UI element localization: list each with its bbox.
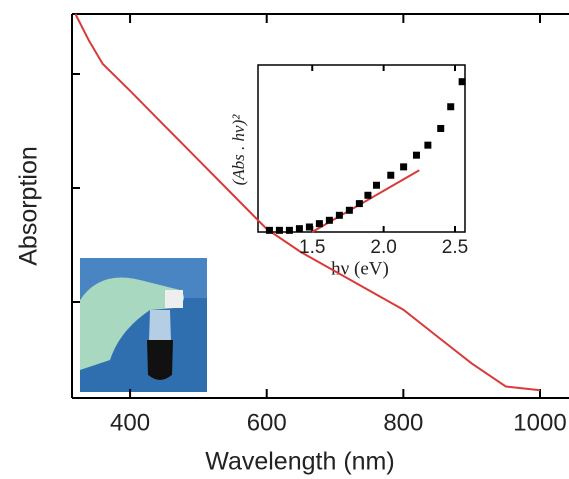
photo bbox=[80, 258, 207, 392]
point bbox=[265, 226, 273, 234]
point bbox=[372, 181, 380, 189]
point bbox=[364, 191, 372, 199]
point bbox=[335, 211, 343, 219]
point bbox=[285, 226, 293, 234]
x-tick-label: 600 bbox=[247, 409, 287, 436]
point bbox=[387, 171, 395, 179]
point bbox=[437, 124, 445, 132]
x-tick-label: 2.0 bbox=[370, 237, 396, 258]
x-tick-label: 400 bbox=[110, 409, 150, 436]
point bbox=[305, 223, 313, 231]
curve bbox=[74, 13, 541, 392]
point bbox=[447, 103, 455, 111]
point bbox=[412, 151, 420, 159]
y-axis-label: Absorption bbox=[15, 146, 43, 266]
inset-frame bbox=[257, 64, 466, 233]
point bbox=[424, 141, 432, 149]
x-axis-label: Wavelength (nm) bbox=[205, 448, 394, 476]
x-tick-label: 2.5 bbox=[442, 237, 468, 258]
x-tick-label: 1.5 bbox=[299, 237, 325, 258]
inset-x-label: hν (eV) bbox=[331, 258, 389, 279]
x-tick-label: 1000 bbox=[513, 409, 566, 436]
point bbox=[295, 225, 303, 233]
inset-y-label: (Abs . hν)² bbox=[229, 114, 248, 186]
point bbox=[345, 206, 353, 214]
point bbox=[325, 216, 333, 224]
point bbox=[315, 220, 323, 228]
x-tick-label: 800 bbox=[383, 409, 423, 436]
point bbox=[355, 200, 363, 208]
point bbox=[400, 163, 408, 171]
point bbox=[275, 226, 283, 234]
point bbox=[458, 78, 466, 86]
